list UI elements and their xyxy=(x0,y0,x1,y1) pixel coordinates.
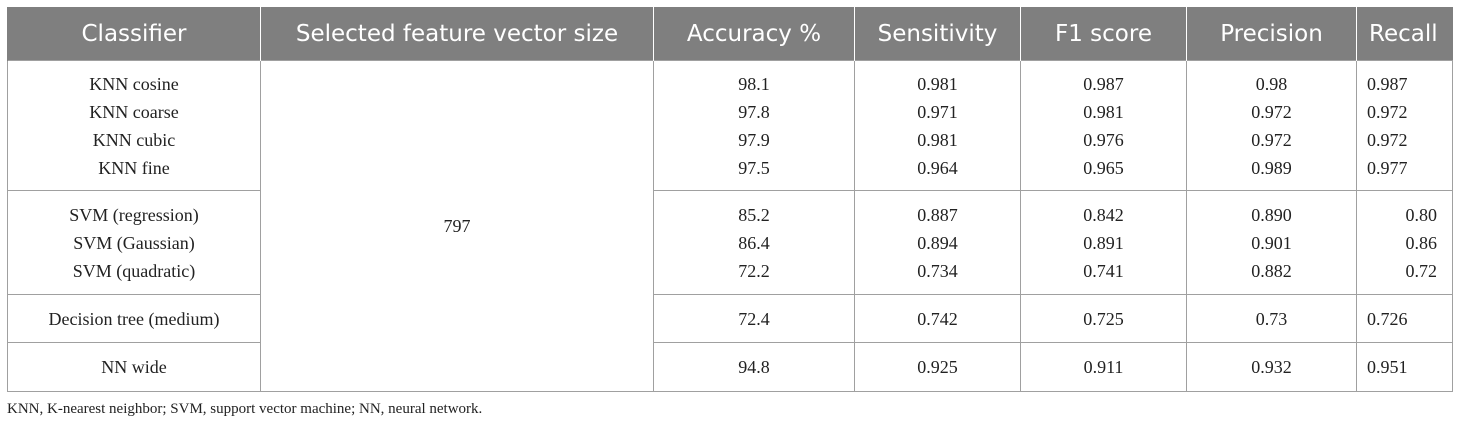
accuracy-value: 94.8 xyxy=(738,357,770,377)
f1-value: 0.976 xyxy=(1083,129,1124,150)
header-feature-size: Selected feature vector size xyxy=(260,7,654,61)
accuracy-value: 98.1 xyxy=(738,73,770,94)
header-f1: F1 score xyxy=(1020,7,1187,61)
precision-cell: 0.98 0.972 0.972 0.989 xyxy=(1186,60,1357,191)
precision-value: 0.932 xyxy=(1251,357,1292,377)
precision-cell: 0.890 0.901 0.882 xyxy=(1186,190,1357,295)
accuracy-value: 97.8 xyxy=(738,101,770,122)
classifier-name: SVM (Gaussian) xyxy=(73,232,195,253)
classifier-name: SVM (quadratic) xyxy=(72,260,196,281)
recall-value: 0.86 xyxy=(1405,232,1438,253)
accuracy-cell: 85.2 86.4 72.2 xyxy=(653,190,855,295)
f1-cell: 0.842 0.891 0.741 xyxy=(1020,190,1187,295)
recall-value: 0.972 xyxy=(1367,129,1408,150)
precision-value: 0.890 xyxy=(1251,204,1292,225)
header-precision: Precision xyxy=(1186,7,1357,61)
recall-value: 0.972 xyxy=(1367,101,1408,122)
sensitivity-value: 0.734 xyxy=(917,260,958,281)
accuracy-cell: 98.1 97.8 97.9 97.5 xyxy=(653,60,855,191)
classifier-name: KNN cubic xyxy=(92,129,176,150)
recall-cell: 0.951 xyxy=(1356,342,1453,392)
header-sensitivity: Sensitivity xyxy=(854,7,1021,61)
classifier-cell: SVM (regression) SVM (Gaussian) SVM (qua… xyxy=(7,190,261,295)
classifier-name: Decision tree (medium) xyxy=(48,308,220,329)
f1-cell: 0.725 xyxy=(1020,294,1187,343)
header-classifier: Classifier xyxy=(7,7,261,61)
accuracy-value: 72.4 xyxy=(738,308,770,329)
classifier-name: NN wide xyxy=(101,357,167,377)
classifier-cell: Decision tree (medium) xyxy=(7,294,261,343)
f1-value: 0.741 xyxy=(1083,260,1124,281)
table-row: Decision tree (medium) 72.4 0.742 0.725 … xyxy=(7,294,1453,343)
header-recall: Recall xyxy=(1356,7,1453,61)
accuracy-value: 86.4 xyxy=(738,232,770,253)
precision-value: 0.972 xyxy=(1251,101,1292,122)
f1-value: 0.987 xyxy=(1083,73,1124,94)
accuracy-value: 97.5 xyxy=(738,157,770,178)
recall-value: 0.951 xyxy=(1367,357,1408,377)
f1-value: 0.911 xyxy=(1083,357,1124,377)
feature-size-cell: 797 xyxy=(260,60,654,392)
sensitivity-value: 0.971 xyxy=(917,101,958,122)
precision-value: 0.98 xyxy=(1255,73,1288,94)
sensitivity-cell: 0.981 0.971 0.981 0.964 xyxy=(854,60,1021,191)
classifier-name: KNN coarse xyxy=(89,101,179,122)
precision-value: 0.901 xyxy=(1251,232,1292,253)
feature-size-value: 797 xyxy=(443,216,471,236)
precision-value: 0.882 xyxy=(1251,260,1292,281)
precision-value: 0.989 xyxy=(1251,157,1292,178)
recall-value: 0.977 xyxy=(1367,157,1408,178)
header-accuracy: Accuracy % xyxy=(653,7,855,61)
recall-cell: 0.726 xyxy=(1356,294,1453,343)
classifier-cell: NN wide xyxy=(7,342,261,392)
precision-cell: 0.932 xyxy=(1186,342,1357,392)
sensitivity-value: 0.894 xyxy=(917,232,958,253)
table-row: NN wide 94.8 0.925 0.911 0.932 0.951 xyxy=(7,342,1453,392)
table-footnote: KNN, K-nearest neighbor; SVM, support ve… xyxy=(7,401,483,417)
f1-value: 0.725 xyxy=(1083,308,1124,329)
sensitivity-value: 0.981 xyxy=(917,73,958,94)
sensitivity-value: 0.964 xyxy=(917,157,958,178)
header-row: Classifier Selected feature vector size … xyxy=(7,7,1453,61)
accuracy-value: 97.9 xyxy=(738,129,770,150)
recall-value: 0.987 xyxy=(1367,73,1408,94)
precision-cell: 0.73 xyxy=(1186,294,1357,343)
classifier-name: KNN fine xyxy=(98,157,170,178)
sensitivity-cell: 0.742 xyxy=(854,294,1021,343)
recall-cell: 0.80 0.86 0.72 xyxy=(1356,190,1453,295)
sensitivity-cell: 0.925 xyxy=(854,342,1021,392)
f1-cell: 0.911 xyxy=(1020,342,1187,392)
classifier-name: SVM (regression) xyxy=(69,204,199,225)
table-row: SVM (regression) SVM (Gaussian) SVM (qua… xyxy=(7,190,1453,295)
f1-value: 0.965 xyxy=(1083,157,1124,178)
results-table: Classifier Selected feature vector size … xyxy=(7,7,1453,392)
classifier-name: KNN cosine xyxy=(89,73,179,94)
recall-value: 0.72 xyxy=(1405,260,1438,281)
accuracy-value: 85.2 xyxy=(738,204,770,225)
precision-value: 0.73 xyxy=(1255,308,1288,329)
sensitivity-value: 0.742 xyxy=(917,308,958,329)
recall-value: 0.80 xyxy=(1405,204,1438,225)
accuracy-value: 72.2 xyxy=(738,260,770,281)
table-row: KNN cosine KNN coarse KNN cubic KNN fine… xyxy=(7,60,1453,392)
accuracy-cell: 94.8 xyxy=(653,342,855,392)
f1-cell: 0.987 0.981 0.976 0.965 xyxy=(1020,60,1187,191)
sensitivity-value: 0.925 xyxy=(917,357,958,377)
precision-value: 0.972 xyxy=(1251,129,1292,150)
accuracy-cell: 72.4 xyxy=(653,294,855,343)
f1-value: 0.842 xyxy=(1083,204,1124,225)
sensitivity-value: 0.887 xyxy=(917,204,958,225)
classifier-cell: KNN cosine KNN coarse KNN cubic KNN fine xyxy=(7,60,261,191)
sensitivity-value: 0.981 xyxy=(917,129,958,150)
recall-value: 0.726 xyxy=(1367,308,1408,329)
recall-cell: 0.987 0.972 0.972 0.977 xyxy=(1356,60,1453,191)
f1-value: 0.981 xyxy=(1083,101,1124,122)
f1-value: 0.891 xyxy=(1083,232,1124,253)
sensitivity-cell: 0.887 0.894 0.734 xyxy=(854,190,1021,295)
